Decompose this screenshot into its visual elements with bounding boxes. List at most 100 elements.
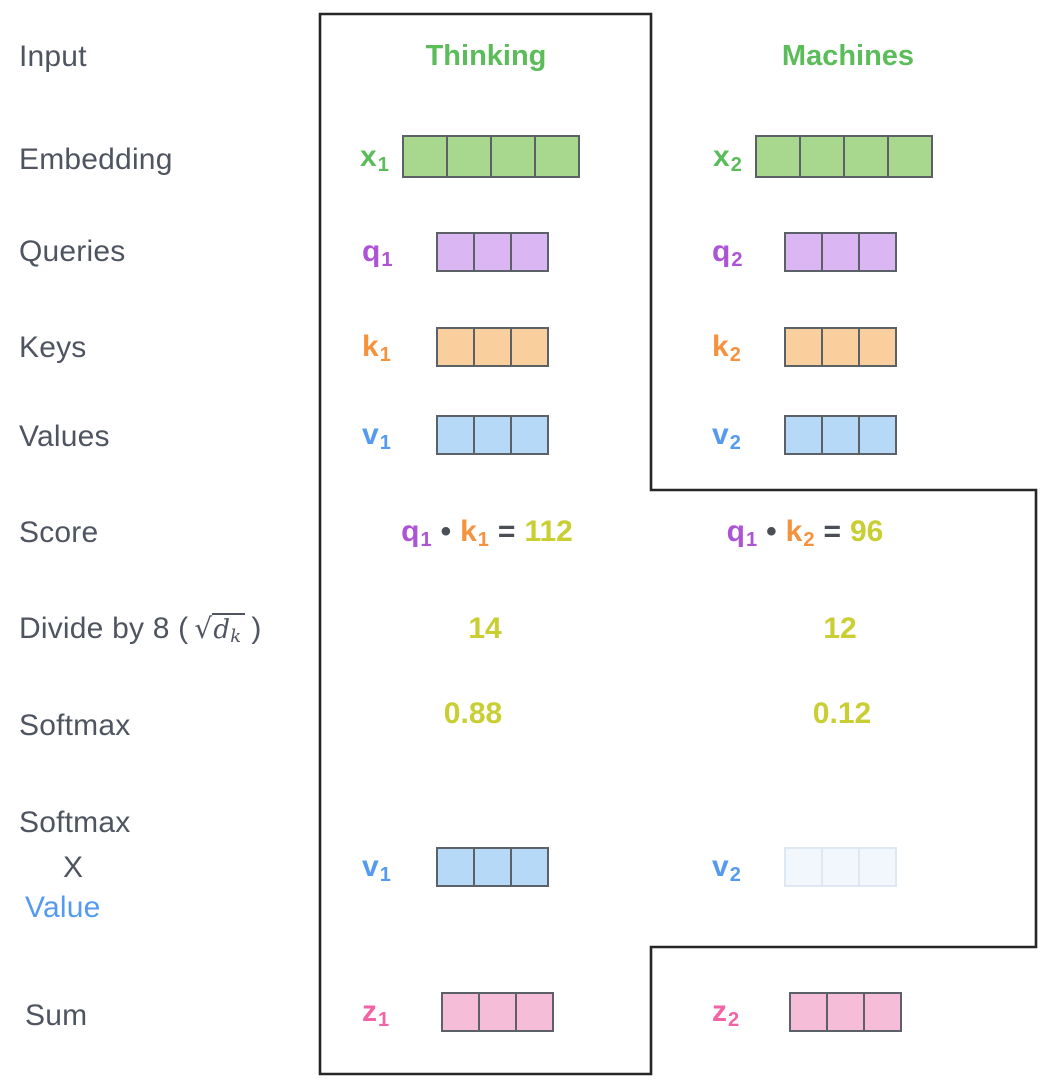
equals-sign: = xyxy=(823,515,841,548)
divide-suffix: ) xyxy=(251,612,262,645)
sqrt-dk-formula: √dk xyxy=(194,612,246,647)
vector-label-x2: x2 xyxy=(713,139,742,176)
vector-cell xyxy=(402,135,448,178)
vector-cell xyxy=(821,415,860,455)
vector-cell xyxy=(490,135,536,178)
weighted-value-vector-v2-faded: v2 xyxy=(712,847,897,887)
divide-result-1: 14 xyxy=(468,612,502,645)
vector-cells xyxy=(784,327,897,367)
radicand: dk xyxy=(212,613,246,647)
weighted-value-vector-v1: v1 xyxy=(362,847,549,887)
vector-cell xyxy=(436,327,475,367)
row-label-score: Score xyxy=(19,516,99,549)
vector-cell xyxy=(821,232,860,272)
row-label-softmax-x-value-line1: Softmax xyxy=(19,806,131,839)
vector-label-k1: k1 xyxy=(362,330,391,366)
row-label-divide-by-8: Divide by 8 (√dk) xyxy=(19,612,262,647)
row-label-keys: Keys xyxy=(19,331,87,364)
vector-cell xyxy=(887,135,933,178)
vector-cell xyxy=(534,135,580,178)
vector-cell xyxy=(478,992,517,1032)
column-header-thinking: Thinking xyxy=(425,40,547,72)
equals-sign: = xyxy=(497,515,516,548)
vector-cell xyxy=(441,992,480,1032)
softmax-result-1: 0.88 xyxy=(443,697,503,730)
vector-label-z2: z2 xyxy=(712,995,740,1031)
vector-cell xyxy=(755,135,801,178)
row-label-embedding: Embedding xyxy=(19,143,173,176)
score-q-term: q1 xyxy=(401,515,432,551)
vector-cell xyxy=(473,415,512,455)
vector-label-v2: v2 xyxy=(712,850,741,886)
vector-cells xyxy=(441,992,554,1032)
vector-label-x1: x1 xyxy=(360,139,389,176)
vector-cell xyxy=(436,415,475,455)
vector-cell xyxy=(821,847,860,887)
vector-cells xyxy=(784,232,897,272)
vector-cell xyxy=(436,847,475,887)
vector-cell xyxy=(826,992,865,1032)
vector-label-z1: z1 xyxy=(362,995,390,1031)
vector-cell xyxy=(821,327,860,367)
vector-cell xyxy=(473,232,512,272)
vector-label-q1: q1 xyxy=(362,235,393,271)
score-k-term: k1 xyxy=(460,515,489,551)
key-vector-k1: k1 xyxy=(362,327,549,367)
vector-cell xyxy=(446,135,492,178)
embedding-vector-x1: x1 xyxy=(360,135,580,178)
score-q-term: q1 xyxy=(726,515,758,551)
vector-label-v1: v1 xyxy=(362,850,391,886)
embedding-vector-x2: x2 xyxy=(713,135,933,178)
dot-product-icon: • xyxy=(440,515,452,548)
vector-cell xyxy=(510,232,549,272)
vector-cells xyxy=(436,232,549,272)
vector-cell xyxy=(858,415,897,455)
vector-cell xyxy=(858,327,897,367)
vector-cell xyxy=(473,847,512,887)
score-k-term: k2 xyxy=(785,515,815,551)
radical-sign: √ xyxy=(194,612,213,645)
vector-label-v2: v2 xyxy=(712,418,741,454)
vector-cell xyxy=(784,232,823,272)
vector-cell xyxy=(515,992,554,1032)
score-result: 112 xyxy=(524,515,573,548)
vector-cell xyxy=(789,992,828,1032)
vector-cells xyxy=(789,992,902,1032)
row-label-softmax: Softmax xyxy=(19,709,131,742)
dot-product-icon: • xyxy=(766,515,777,548)
vector-cells xyxy=(784,415,897,455)
vector-cell xyxy=(510,327,549,367)
vector-cell xyxy=(510,847,549,887)
row-label-softmax-x-value-line3: Value xyxy=(25,891,101,924)
vector-cell xyxy=(843,135,889,178)
vector-cells xyxy=(436,327,549,367)
row-label-sum: Sum xyxy=(25,999,88,1032)
value-vector-v2: v2 xyxy=(712,415,897,455)
softmax-result-2: 0.12 xyxy=(812,697,872,730)
column-header-machines: Machines xyxy=(781,40,915,72)
row-label-softmax-x-value-line2: X xyxy=(63,851,84,884)
vector-label-k2: k2 xyxy=(712,330,741,366)
vector-cell xyxy=(784,847,823,887)
vector-label-v1: v1 xyxy=(362,418,391,454)
divide-prefix: Divide by 8 ( xyxy=(19,612,189,645)
key-vector-k2: k2 xyxy=(712,327,897,367)
divide-result-2: 12 xyxy=(823,612,857,645)
score-expression-1: q1 • k1 = 112 xyxy=(337,515,637,551)
sum-vector-z1: z1 xyxy=(362,992,554,1032)
vector-cell xyxy=(784,327,823,367)
row-label-queries: Queries xyxy=(19,235,126,268)
vector-cells xyxy=(436,847,549,887)
vector-cell xyxy=(510,415,549,455)
vector-cell xyxy=(858,232,897,272)
sum-vector-z2: z2 xyxy=(712,992,902,1032)
vector-cell xyxy=(858,847,897,887)
row-label-input: Input xyxy=(19,40,87,73)
vector-cell xyxy=(473,327,512,367)
vector-cells xyxy=(436,415,549,455)
row-label-values: Values xyxy=(19,420,110,453)
score-result: 96 xyxy=(849,515,884,548)
vector-cell xyxy=(436,232,475,272)
vector-cell xyxy=(784,415,823,455)
